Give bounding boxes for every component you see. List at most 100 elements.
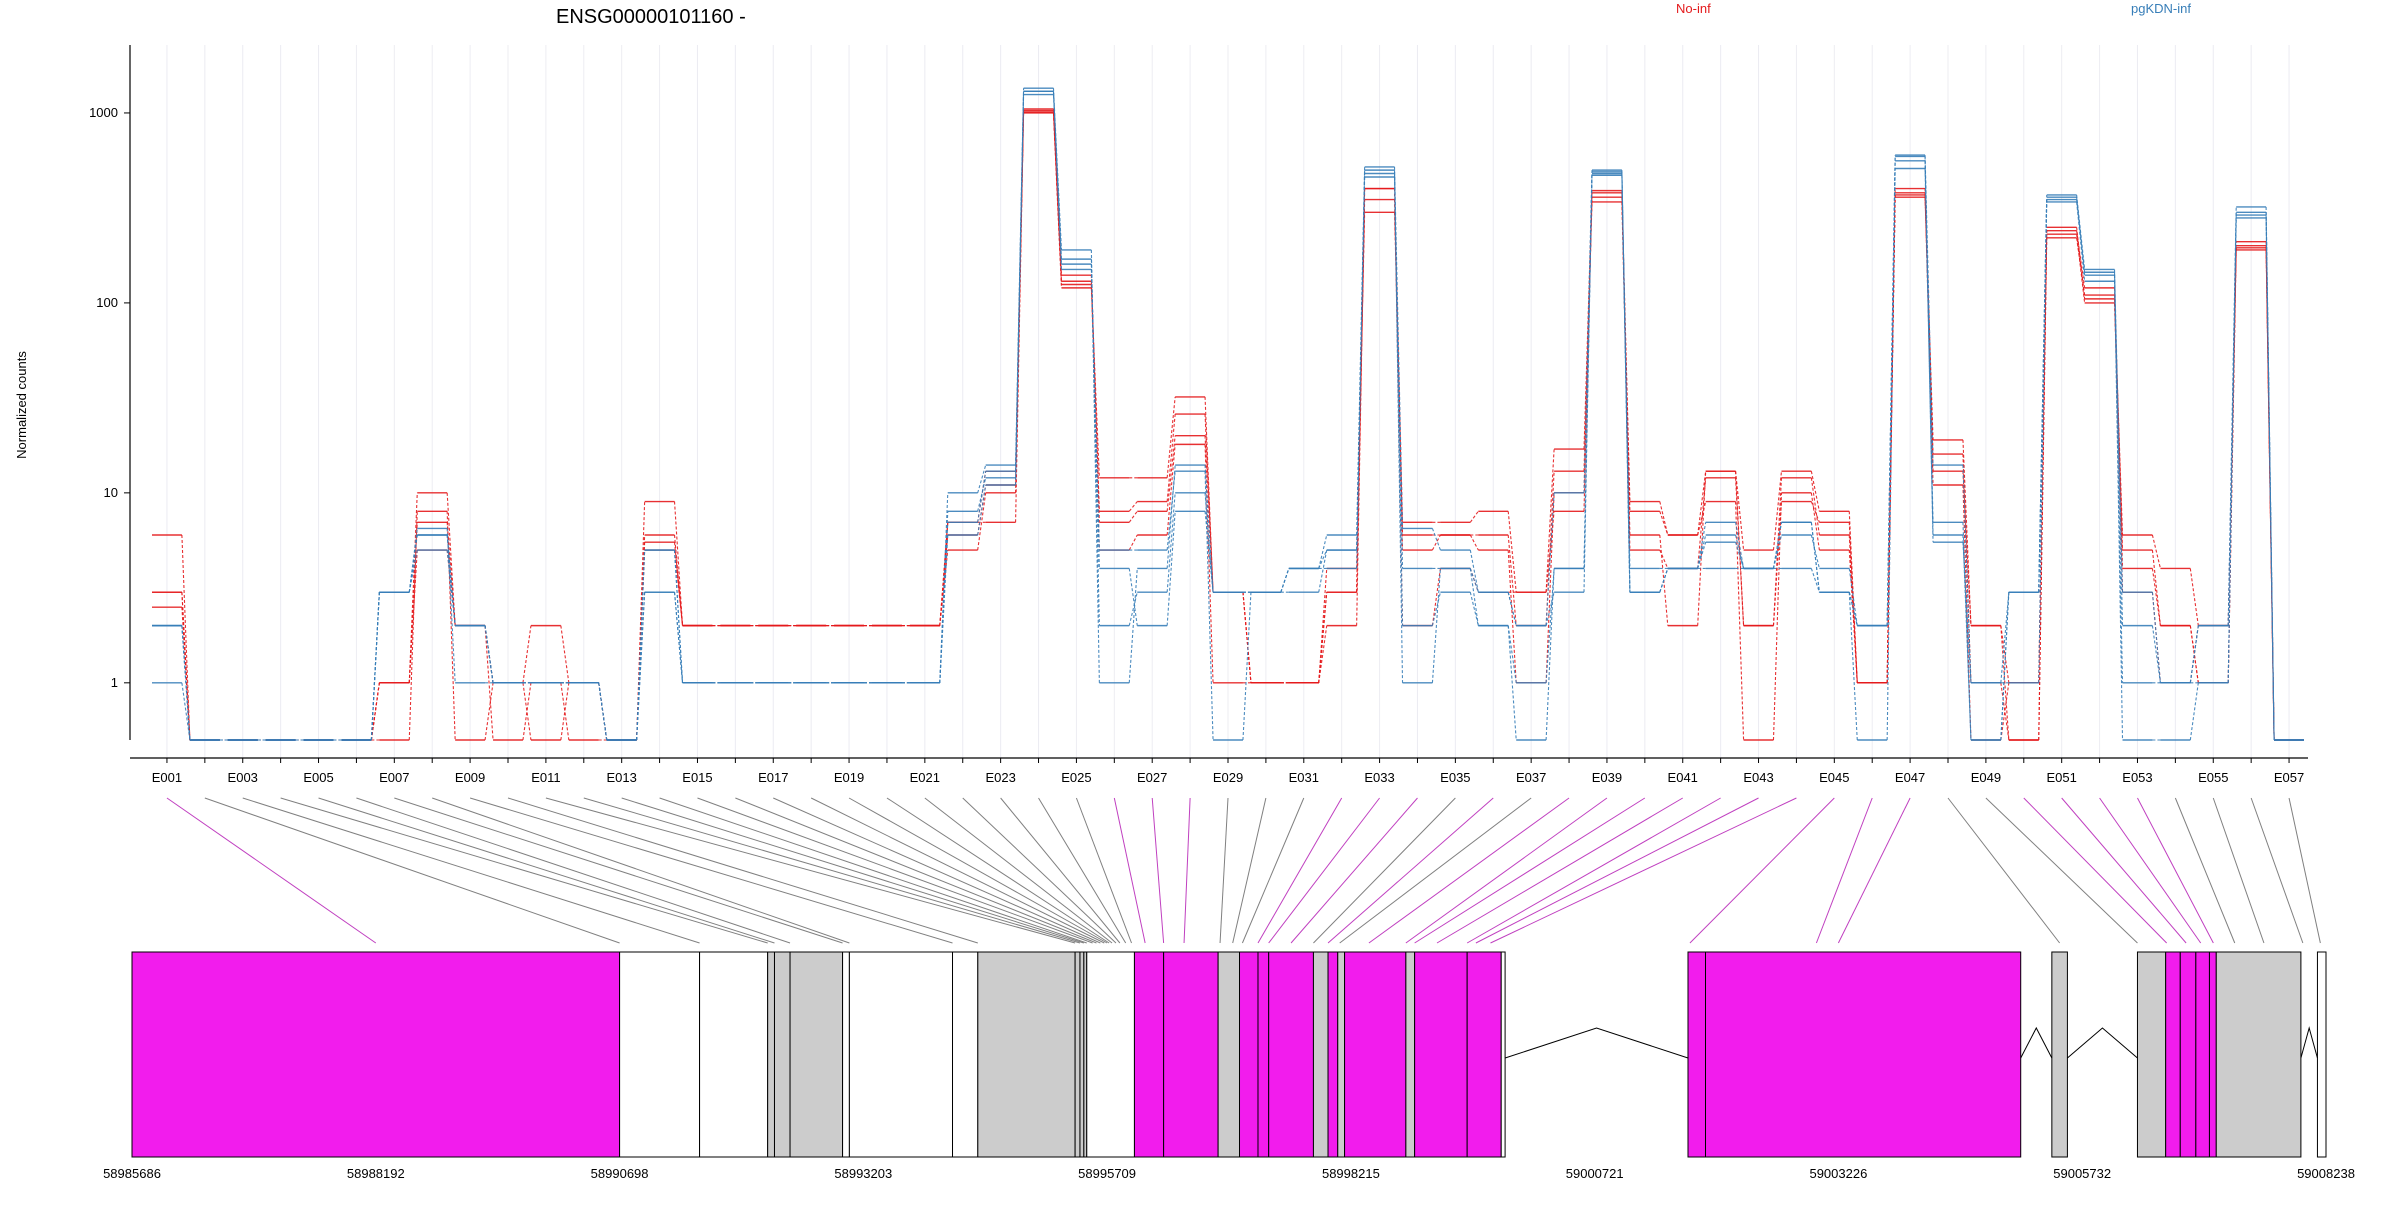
exon-block-15 <box>1133 951 1165 1158</box>
exon-connector-6 <box>356 797 791 944</box>
exon-connector-57 <box>2288 797 2321 944</box>
exon-connector-29 <box>1219 797 1229 944</box>
x-tick-label: E019 <box>834 770 864 785</box>
exon-connector-14 <box>659 797 1087 944</box>
exon-block-11 <box>1074 951 1081 1158</box>
exon-block-14 <box>1086 951 1135 1158</box>
series-connector-8 <box>181 91 2275 741</box>
x-tick-label: E017 <box>758 770 788 785</box>
y-axis-label: Normalized counts <box>14 351 29 459</box>
exon-block-20 <box>1268 951 1314 1158</box>
exon-block-8 <box>848 951 954 1158</box>
exon-connector-40 <box>1414 797 1646 944</box>
x-tick-label: E005 <box>303 770 333 785</box>
exon-connector-50 <box>2023 797 2168 944</box>
genomic-position-label: 58990698 <box>591 1166 649 1181</box>
y-tick-label: 1 <box>111 675 118 690</box>
genomic-position-label: 59005732 <box>2053 1166 2111 1181</box>
exon-block-10 <box>977 951 1076 1158</box>
genomic-position-label: 58998215 <box>1322 1166 1380 1181</box>
genomic-position-label: 58985686 <box>103 1166 161 1181</box>
series-line-8 <box>152 90 2304 741</box>
x-tick-label: E043 <box>1743 770 1773 785</box>
genomic-position-label: 58988192 <box>347 1166 405 1181</box>
exon-connector-24 <box>1038 797 1127 944</box>
exon-connector-34 <box>1290 797 1418 944</box>
exon-connector-11 <box>545 797 1076 944</box>
x-tick-label: E035 <box>1440 770 1470 785</box>
exon-connectors <box>166 797 2321 944</box>
exon-block-9 <box>952 951 979 1158</box>
x-tick-label: E039 <box>1592 770 1622 785</box>
exon-block-36 <box>2208 951 2217 1158</box>
x-tick-label: E031 <box>1289 770 1319 785</box>
x-tick-label: E025 <box>1061 770 1091 785</box>
exon-connector-39 <box>1405 797 1608 944</box>
exon-connector-4 <box>280 797 768 944</box>
genomic-position-label: 59003226 <box>1809 1166 1867 1181</box>
exon-connector-10 <box>507 797 978 944</box>
exon-block-3 <box>699 951 769 1158</box>
exon-block-29 <box>1687 951 1707 1158</box>
x-tick-label: E007 <box>379 770 409 785</box>
intron-4 <box>2300 1026 2318 1059</box>
intron-3 <box>2067 1027 2138 1059</box>
exon-block-32 <box>2136 951 2167 1158</box>
x-tick-label: E015 <box>682 770 712 785</box>
y-tick-label: 10 <box>104 485 118 500</box>
chart-title: ENSG00000101160 - <box>556 6 746 28</box>
exon-block-25 <box>1405 951 1416 1158</box>
x-tick-label: E001 <box>152 770 182 785</box>
exon-connector-35 <box>1313 797 1456 944</box>
intron-1 <box>1504 1027 1689 1059</box>
exon-connector-53 <box>2137 797 2214 944</box>
exon-block-38 <box>2316 951 2327 1158</box>
exon-connector-41 <box>1436 797 1683 944</box>
exon-connector-54 <box>2174 797 2236 944</box>
x-tick-label: E051 <box>2046 770 2076 785</box>
exon-connector-32 <box>1257 797 1343 944</box>
exon-connector-48 <box>1947 797 2061 944</box>
x-tick-label: E045 <box>1819 770 1849 785</box>
exon-connector-3 <box>242 797 700 944</box>
x-tick-label: E011 <box>531 770 560 785</box>
axes: 1 10 100 1000 E001 E003 E005 E007 E009 E011 E013 E0… <box>89 45 2308 785</box>
x-tick-label: E049 <box>1971 770 2001 785</box>
exon-connector-56 <box>2250 797 2304 944</box>
exon-block-34 <box>2179 951 2197 1158</box>
exon-block-5 <box>773 951 791 1158</box>
exon-connector-12 <box>583 797 1081 944</box>
background-grid <box>166 45 2290 758</box>
exon-connector-20 <box>886 797 1110 944</box>
exon-connector-28 <box>1183 797 1191 944</box>
x-tick-label: E057 <box>2274 770 2304 785</box>
y-tick-label: 100 <box>96 295 118 310</box>
x-tick-label: E003 <box>228 770 258 785</box>
exon-connector-31 <box>1241 797 1305 944</box>
exon-block-31 <box>2051 951 2068 1158</box>
exon-block-21 <box>1312 951 1329 1158</box>
exon-connector-2 <box>204 797 620 944</box>
exon-connector-44 <box>1490 797 1797 944</box>
exon-connector-45 <box>1689 797 1835 944</box>
x-tick-label: E023 <box>985 770 1015 785</box>
exon-connector-30 <box>1232 797 1267 944</box>
exon-connector-46 <box>1815 797 1873 944</box>
exon-connector-17 <box>773 797 1101 944</box>
y-tick-label: 1000 <box>89 105 118 120</box>
legend-no-inf: No-inf <box>1676 1 1711 16</box>
exon-block-30 <box>1705 951 2022 1158</box>
exon-connector-23 <box>1000 797 1121 944</box>
exon-connector-42 <box>1466 797 1721 944</box>
exon-block-1 <box>131 951 621 1158</box>
exon-block-19 <box>1257 951 1270 1158</box>
genomic-position-label: 58993203 <box>834 1166 892 1181</box>
genomic-position-label: 58995709 <box>1078 1166 1136 1181</box>
exon-block-16 <box>1163 951 1219 1158</box>
exon-connector-33 <box>1268 797 1380 944</box>
exon-block-24 <box>1344 951 1407 1158</box>
exon-connector-36 <box>1327 797 1494 944</box>
legend-pgkdn-inf: pgKDN-inf <box>2131 1 2191 16</box>
exon-connector-55 <box>2212 797 2265 944</box>
